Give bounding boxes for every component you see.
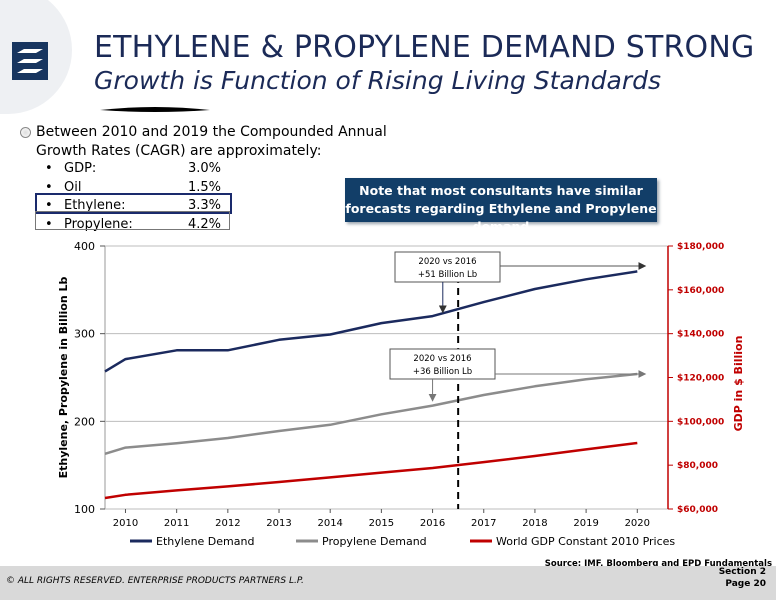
section-page-label: Section 2 Page 20: [719, 566, 766, 590]
footer-bar: [0, 566, 776, 600]
demand-gdp-chart: 100 200 300 400 $60,000 $80,000 $100,000 $120,0…: [57, 240, 745, 548]
rate-value: 4.2%: [188, 216, 222, 232]
bullet-marker-icon: [20, 127, 31, 138]
y2-axis-title: GDP in $ Billion: [732, 336, 745, 432]
x-tick-label: 2020: [625, 518, 650, 529]
annotation-value: +36 Billion Lb: [413, 367, 472, 377]
legend-label: Propylene Demand: [322, 535, 427, 548]
rate-value: 3.0%: [188, 161, 222, 176]
y2-tick-label: $160,000: [677, 286, 724, 296]
plot-area: [104, 245, 669, 510]
x-tick-label: 2014: [317, 518, 342, 529]
rate-name: Propylene:: [64, 216, 133, 232]
title-underline: [100, 107, 210, 112]
y-tick-label: 400: [74, 240, 95, 253]
x-tick-label: 2018: [522, 518, 547, 529]
annotation-box: [394, 251, 501, 283]
y-tick-label: 200: [74, 415, 95, 428]
y-tick-label: 100: [74, 503, 95, 516]
y2-tick-label: $140,000: [677, 330, 724, 340]
y2-tick-label: $180,000: [677, 242, 724, 252]
rate-name: Oil: [64, 179, 82, 195]
bullet-dot-icon: •: [45, 216, 53, 232]
x-tick-label: 2015: [369, 518, 394, 529]
list-item: • Oil 1.5%: [36, 179, 230, 198]
rate-value: 1.5%: [188, 179, 222, 195]
legend-label: Ethylene Demand: [156, 535, 254, 548]
series-line: [104, 372, 638, 455]
page-subtitle: Growth is Function of Rising Living Stan…: [94, 66, 662, 95]
x-tick-label: 2013: [266, 518, 291, 529]
bullet-dot-icon: •: [45, 161, 53, 176]
page-title: ETHYLENE & PROPYLENE DEMAND STRONG: [94, 30, 755, 65]
x-tick-label: 2012: [215, 518, 240, 529]
propylene-highlight-box: [35, 211, 230, 230]
bullet-dot-icon: •: [45, 179, 53, 195]
rate-value: 3.3%: [188, 198, 222, 213]
list-item: • GDP: 3.0%: [36, 160, 230, 179]
y2-tick-label: $120,000: [677, 374, 724, 384]
annotation-label: 2020 vs 2016: [413, 354, 471, 364]
y2-tick-label: $80,000: [677, 461, 718, 471]
x-tick-label: 2017: [471, 518, 496, 529]
enterprise-logo-icon: [12, 42, 48, 80]
y2-tick-label: $60,000: [677, 505, 718, 515]
annotation-value: +51 Billion Lb: [418, 270, 477, 280]
series-line: [104, 270, 638, 373]
rate-name: GDP:: [64, 161, 97, 176]
x-tick-label: 2019: [573, 518, 598, 529]
list-item: • Propylene: 4.2%: [36, 216, 230, 235]
bullet-dot-icon: •: [45, 198, 53, 213]
rate-name: Ethylene:: [64, 198, 126, 213]
y2-tick-label: $100,000: [677, 417, 724, 427]
list-item: • Ethylene: 3.3%: [36, 197, 230, 216]
x-tick-label: 2016: [420, 518, 445, 529]
ethylene-highlight-box: [35, 193, 232, 214]
x-tick-label: 2011: [164, 518, 189, 529]
page-number: Page 20: [725, 579, 766, 589]
cagr-bullet-text: Between 2010 and 2019 the Compounded Ann…: [36, 124, 387, 159]
source-note: Source: IMF, Bloomberg and EPD Fundament…: [544, 559, 772, 569]
annotation-label: 2020 vs 2016: [418, 257, 476, 267]
x-tick-label: 2010: [113, 518, 138, 529]
legend-label: World GDP Constant 2010 Prices: [496, 535, 675, 548]
y-axis-title: Ethylene, Propylene in Billion Lb: [57, 277, 70, 479]
cagr-list: • GDP: 3.0% • Oil 1.5% • Ethylene: 3.3% …: [36, 160, 230, 234]
copyright-text: © ALL RIGHTS RESERVED. ENTERPRISE PRODUC…: [6, 576, 304, 586]
section-label: Section 2: [718, 567, 766, 577]
y-tick-label: 300: [74, 328, 95, 341]
series-line: [104, 441, 638, 500]
annotation-box: [389, 348, 496, 380]
consultants-note: Note that most consultants have similar …: [345, 178, 657, 234]
